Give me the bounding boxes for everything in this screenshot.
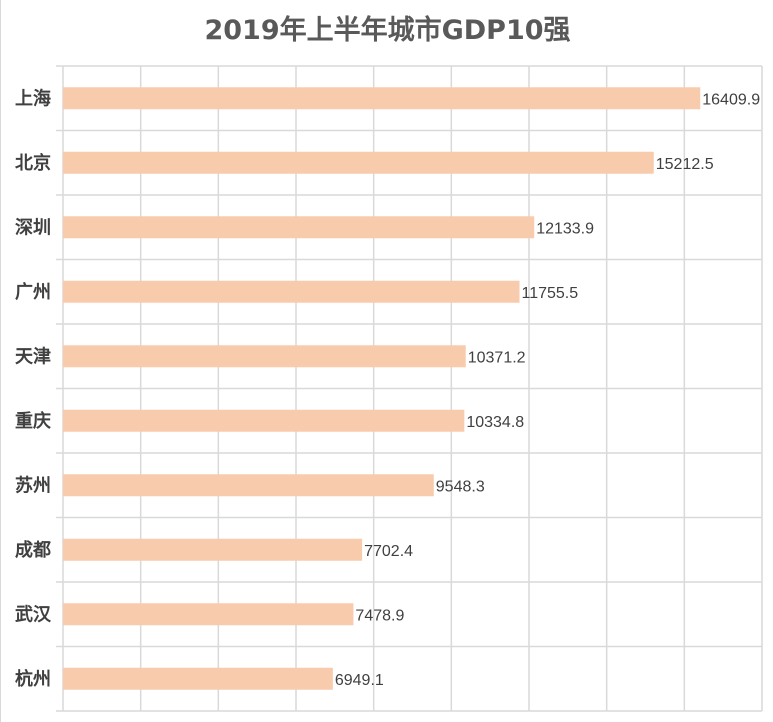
data-label: 10371.2 [468, 349, 526, 366]
category-label: 广州 [15, 281, 51, 303]
category-label: 武汉 [15, 604, 52, 625]
bar-7 [63, 538, 363, 561]
bar-2 [63, 216, 535, 239]
category-label: 杭州 [15, 668, 51, 690]
data-label: 16409.9 [702, 91, 760, 108]
data-label: 15212.5 [656, 156, 714, 173]
category-label: 成都 [15, 539, 51, 561]
category-label: 天津 [15, 345, 51, 367]
bar-5 [63, 409, 465, 432]
category-label: 北京 [15, 152, 51, 174]
data-label: 12133.9 [536, 220, 594, 237]
category-label: 苏州 [15, 474, 51, 496]
bar-3 [63, 280, 520, 303]
data-label: 7702.4 [364, 543, 413, 560]
bar-6 [63, 474, 434, 497]
bar-1 [63, 151, 654, 174]
data-label: 11755.5 [522, 285, 579, 302]
bar-9 [63, 667, 333, 690]
category-label: 重庆 [15, 410, 51, 432]
chart-title: 2019年上半年城市GDP10强 [204, 15, 571, 46]
bar-0 [63, 87, 701, 110]
bar-4 [63, 345, 466, 368]
data-label: 9548.3 [436, 478, 485, 495]
data-label: 7478.9 [355, 607, 404, 624]
bar-8 [63, 603, 354, 626]
category-label: 深圳 [15, 216, 51, 238]
category-label: 上海 [15, 87, 51, 109]
data-label: 6949.1 [335, 672, 384, 689]
data-label: 10334.8 [466, 414, 524, 431]
